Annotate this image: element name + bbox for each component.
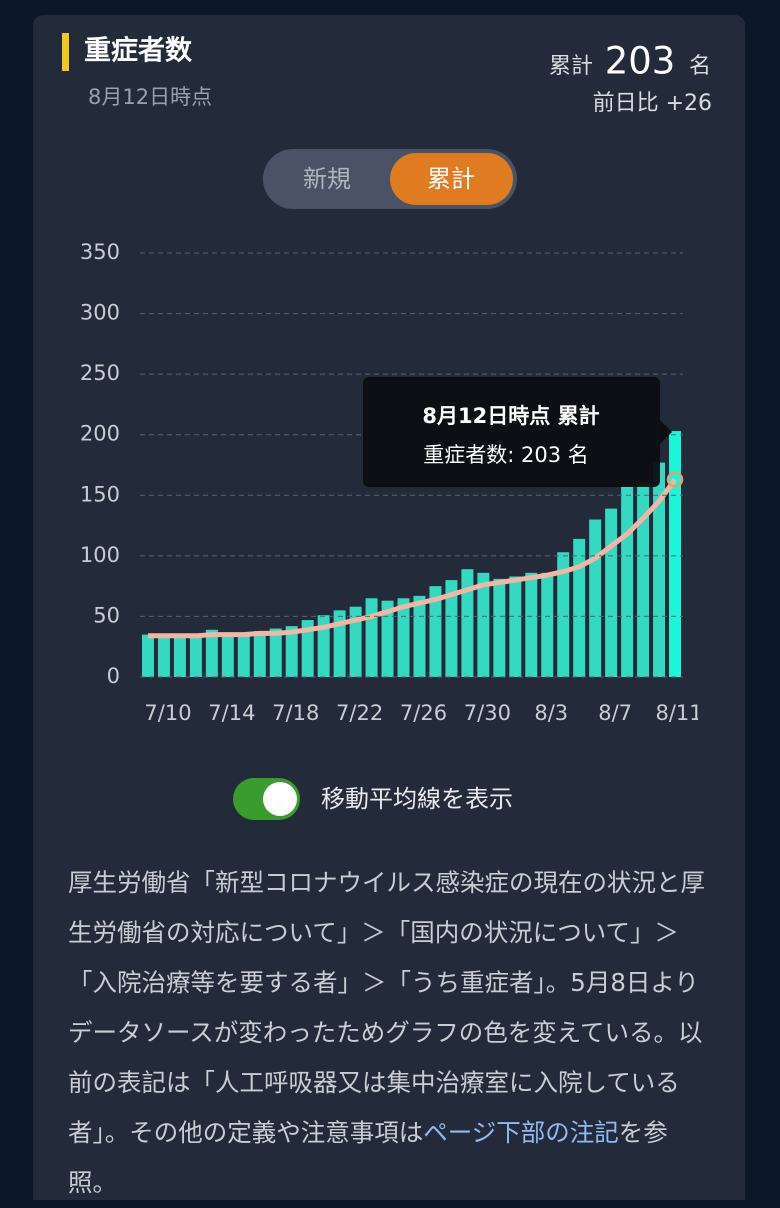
tab[interactable]: 累計 xyxy=(427,165,475,193)
x-tick-label: 7/10 xyxy=(144,701,191,725)
note-text: を参照。 xyxy=(68,1118,668,1197)
bar xyxy=(605,508,618,677)
y-tick-label: 200 xyxy=(80,422,120,446)
tab-active[interactable] xyxy=(390,153,513,205)
x-tick-label: 8/11 xyxy=(655,701,702,725)
bar xyxy=(397,598,410,677)
bar xyxy=(285,626,298,677)
note-link[interactable]: ページ下部の注記 xyxy=(423,1118,619,1147)
bar xyxy=(269,628,282,677)
change: 前日比 +26 xyxy=(593,91,712,116)
bar xyxy=(141,634,154,677)
total-unit: 名 xyxy=(689,54,711,79)
bar xyxy=(429,586,442,677)
bar xyxy=(461,569,474,677)
hover-point xyxy=(666,471,684,488)
note: 厚生労働省「新型コロナウイルス感染症の現在の状況と厚生労働省の対応について」＞「… xyxy=(68,858,708,1208)
x-tick-label: 8/7 xyxy=(598,701,632,725)
bar xyxy=(205,629,218,677)
y-tick-label: 300 xyxy=(80,301,120,325)
bar xyxy=(413,595,426,677)
tooltip-arrow xyxy=(660,420,672,444)
y-tick-label: 50 xyxy=(93,603,120,627)
bar xyxy=(221,633,234,677)
bar xyxy=(381,600,394,677)
accent-bar xyxy=(62,33,69,71)
y-tick-label: 150 xyxy=(80,482,120,506)
toggle-knob xyxy=(263,782,297,816)
x-tick-label: 7/30 xyxy=(464,701,511,725)
x-tick-label: 8/3 xyxy=(534,701,568,725)
bar xyxy=(589,519,602,677)
date: 8月12日時点 xyxy=(88,85,212,109)
tab[interactable]: 新規 xyxy=(303,165,351,193)
y-tick-label: 350 xyxy=(80,240,120,264)
bar xyxy=(157,637,170,677)
tooltip-label: 重症者数: 203 名 xyxy=(423,443,589,467)
bar xyxy=(541,572,554,677)
bar xyxy=(573,538,586,677)
bar xyxy=(317,615,330,677)
bar xyxy=(349,606,362,677)
bar xyxy=(509,576,522,677)
y-tick-label: 250 xyxy=(80,361,120,385)
y-tick-label: 0 xyxy=(107,664,120,688)
y-tick-label: 100 xyxy=(80,543,120,567)
tooltip-title: 8月12日時点 累計 xyxy=(422,404,599,428)
plot: 7/10 7/14 7/18 7/22 7/26 7/30 8/3 8/7 8/11 xyxy=(141,431,702,725)
tooltip xyxy=(363,377,660,487)
moving-average-line xyxy=(147,478,678,639)
title: 重症者数 xyxy=(84,36,193,67)
total-value: 203 xyxy=(605,40,676,83)
bar xyxy=(653,462,666,677)
bar xyxy=(237,634,250,677)
x-tick-label: 7/26 xyxy=(400,701,447,725)
bar xyxy=(621,486,634,677)
bar xyxy=(173,637,186,677)
bar xyxy=(669,431,682,677)
bar xyxy=(445,580,458,677)
x-tick-label: 7/14 xyxy=(208,701,255,725)
bar xyxy=(189,635,202,677)
bar xyxy=(365,598,378,677)
total-label: 累計 xyxy=(549,54,593,79)
x-tick-label: 7/18 xyxy=(272,701,319,725)
bar xyxy=(301,620,314,677)
bar xyxy=(557,552,570,677)
toggle-label: 移動平均線を表示 xyxy=(321,785,513,813)
bar xyxy=(333,610,346,677)
bar xyxy=(637,481,650,677)
bar xyxy=(525,572,538,677)
bar xyxy=(253,630,266,677)
bar xyxy=(493,578,506,677)
note-text: 厚生労働省「新型コロナウイルス感染症の現在の状況と厚生労働省の対応について」＞「… xyxy=(68,868,705,1147)
bar xyxy=(477,572,490,677)
x-tick-label: 7/22 xyxy=(336,701,383,725)
